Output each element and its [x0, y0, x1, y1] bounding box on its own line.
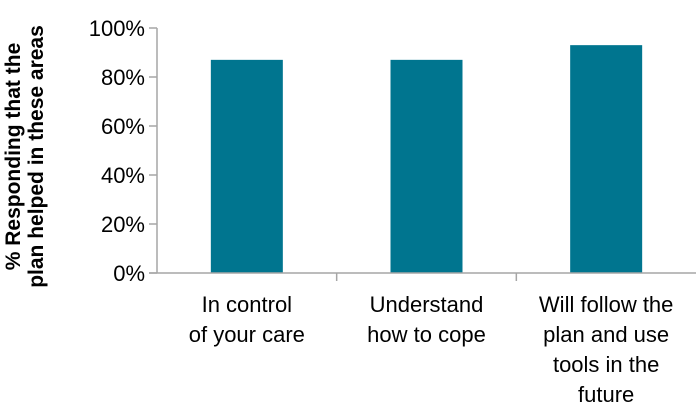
axes — [149, 28, 696, 281]
y-axis-title: % Responding that the plan helped in thes… — [2, 25, 48, 288]
x-category-label: future — [578, 382, 634, 406]
y-tick-label: 60% — [101, 114, 145, 139]
x-category-label: In control — [202, 292, 293, 317]
bar-3 — [570, 45, 643, 274]
y-axis-title-line-2: plan helped in these areas — [25, 25, 48, 288]
y-axis-title-line-1: % Responding that the — [2, 43, 25, 271]
y-tick-label: 0% — [113, 261, 145, 286]
x-category-label: how to cope — [367, 322, 486, 347]
y-tick-label: 20% — [101, 212, 145, 237]
bars — [210, 45, 643, 274]
bar-2 — [390, 59, 463, 273]
y-tick-label: 100% — [89, 16, 145, 41]
y-tick-label: 40% — [101, 163, 145, 188]
x-category-label: tools in the — [553, 352, 659, 377]
y-axis-ticks: 0% 20% 40% 60% 80% 100% — [89, 16, 157, 286]
bar-1 — [210, 59, 283, 273]
x-category-label: Will follow the — [539, 292, 673, 317]
x-category-label: Understand — [370, 292, 484, 317]
x-axis-categories: In control of your care Understand how to c… — [189, 292, 674, 406]
x-category-label: plan and use — [543, 322, 669, 347]
x-category-label: of your care — [189, 322, 305, 347]
y-tick-label: 80% — [101, 65, 145, 90]
